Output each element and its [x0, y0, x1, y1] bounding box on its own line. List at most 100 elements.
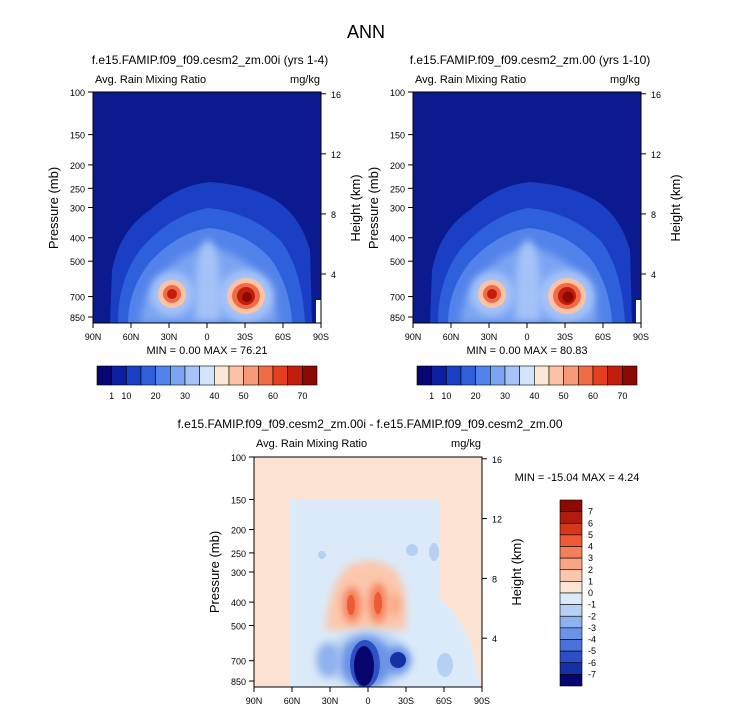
- panel-b-units: mg/kg: [610, 74, 640, 86]
- panel-b-colorbar-swatch: [564, 366, 579, 385]
- panel-b-ytick-label: 850: [390, 313, 405, 323]
- panel-a-rtick-label: 12: [331, 150, 341, 160]
- panel-b-colorbar-label: 50: [559, 391, 569, 401]
- panel-b-colorbar-swatch: [608, 366, 623, 385]
- panel-b-colorbar-swatch: [534, 366, 549, 385]
- panel-a-colorbar-swatch: [112, 366, 127, 385]
- panel-c: f.e15.FAMIP.f09_f09.cesm2_zm.00i - f.e15…: [177, 417, 639, 706]
- panel-a-stats: MIN = 0.00 MAX = 76.21: [146, 345, 267, 357]
- panel-c-title: f.e15.FAMIP.f09_f09.cesm2_zm.00i - f.e15…: [177, 417, 562, 431]
- panel-b-xtick-label: 90S: [633, 332, 649, 342]
- panel-a-colorbar-swatch: [170, 366, 185, 385]
- panel-c-colorbar-swatch: [560, 651, 582, 663]
- panel-b-ytick-label: 300: [390, 204, 405, 214]
- panel-a-colorbar: 1 10 20 30 40 50 60 70: [97, 366, 317, 401]
- panel-b-colorbar-swatch: [461, 366, 476, 385]
- panel-c-subtitle: Avg. Rain Mixing Ratio: [256, 438, 367, 450]
- panel-a-colorbar-swatch: [244, 366, 259, 385]
- panel-c-xtick-label: 90S: [474, 696, 490, 706]
- panel-b-ytick-label: 200: [390, 161, 405, 171]
- panel-c-colorbar-label: -7: [588, 669, 596, 679]
- panel-a-colorbar-swatch: [258, 366, 273, 385]
- panel-b-xtick-label: 30N: [481, 332, 498, 342]
- panel-b-colorbar-label: 20: [471, 391, 481, 401]
- panel-a-xtick-label: 30N: [161, 332, 178, 342]
- panel-c-field: [254, 457, 482, 690]
- panel-c-stats: MIN = -15.04 MAX = 4.24: [515, 472, 640, 484]
- panel-c-colorbar-swatch: [560, 628, 582, 640]
- panel-c-ytick-label: 200: [231, 526, 246, 536]
- panel-c-ytick-label: 250: [231, 549, 246, 559]
- panel-b-colorbar-label: 30: [500, 391, 510, 401]
- panel-a-title: f.e15.FAMIP.f09_f09.cesm2_zm.00i (yrs 1-…: [92, 53, 329, 67]
- panel-b-rtick-label: 16: [651, 90, 661, 100]
- panel-a-ylabel: Pressure (mb): [46, 167, 61, 249]
- panel-c-rtick-label: 12: [492, 515, 502, 525]
- panel-b-ytick-label: 700: [390, 293, 405, 303]
- panel-a-xtick-label: 0: [204, 332, 209, 342]
- panel-c-ylabel-right: Height (km): [509, 538, 524, 605]
- panel-c-colorbar-swatch: [560, 674, 582, 686]
- panel-b-rtick-label: 12: [651, 150, 661, 160]
- panel-c-ytick-label: 300: [231, 568, 246, 578]
- panel-b-colorbar: 1 10 20 30 40 50 60 70: [417, 366, 637, 401]
- figure-title: ANN: [347, 22, 385, 42]
- panel-b-subtitle: Avg. Rain Mixing Ratio: [415, 74, 526, 86]
- panel-a-ytick-label: 850: [70, 313, 85, 323]
- panel-b-colorbar-swatch: [417, 366, 432, 385]
- panel-a-colorbar-swatch: [126, 366, 141, 385]
- panel-b-title: f.e15.FAMIP.f09_f09.cesm2_zm.00 (yrs 1-1…: [410, 53, 651, 67]
- panel-a-rtick-label: 16: [331, 90, 341, 100]
- panel-b-ylabel: Pressure (mb): [366, 167, 381, 249]
- panel-b-colorbar-swatch: [549, 366, 564, 385]
- panel-c-colorbar-swatch: [560, 570, 582, 582]
- panel-a-field: [93, 92, 321, 323]
- panel-b-ytick-label: 250: [390, 184, 405, 194]
- panel-c-colorbar-label: 3: [588, 553, 593, 563]
- panel-a-ytick-label: 200: [70, 161, 85, 171]
- panel-c-colorbar-swatch: [560, 616, 582, 628]
- panel-c-colorbar-swatch: [560, 593, 582, 605]
- panel-c-colorbar-label: 1: [588, 576, 593, 586]
- panel-a-ytick-label: 700: [70, 293, 85, 303]
- panel-a-ytick-label: 400: [70, 234, 85, 244]
- panel-c-xtick-label: 60S: [436, 696, 452, 706]
- panel-c-ytick-label: 100: [231, 453, 246, 463]
- panel-b-colorbar-swatch: [520, 366, 535, 385]
- panel-c-units: mg/kg: [451, 438, 481, 450]
- panel-c-colorbar-swatch: [560, 512, 582, 524]
- panel-b-xtick-label: 30S: [557, 332, 573, 342]
- panel-c-ytick-label: 400: [231, 598, 246, 608]
- panel-a-xtick-label: 60S: [275, 332, 291, 342]
- panel-a-colorbar-swatch: [273, 366, 288, 385]
- panel-c-colorbar-swatch: [560, 500, 582, 512]
- panel-c-colorbar-label: -2: [588, 611, 596, 621]
- panel-b-colorbar-swatch: [622, 366, 637, 385]
- panel-a-ytick-label: 150: [70, 131, 85, 141]
- panel-a-colorbar-label: 60: [268, 391, 278, 401]
- panel-a-ytick-label: 250: [70, 184, 85, 194]
- panel-c-rtick-label: 4: [492, 634, 497, 644]
- panel-c-colorbar-swatch: [560, 535, 582, 547]
- panel-c-ytick-label: 850: [231, 677, 246, 687]
- panel-c-colorbar-label: 6: [588, 518, 593, 528]
- panel-c-colorbar-swatch: [560, 640, 582, 652]
- panel-c-colorbar-label: -6: [588, 658, 596, 668]
- panel-c-colorbar-swatch: [560, 605, 582, 617]
- panel-a-colorbar-swatch: [302, 366, 317, 385]
- panel-c-colorbar-swatch: [560, 581, 582, 593]
- panel-a-ytick-label: 100: [70, 88, 85, 98]
- panel-a-subtitle: Avg. Rain Mixing Ratio: [95, 74, 206, 86]
- panel-a-xtick-label: 30S: [237, 332, 253, 342]
- panel-c-xtick-label: 0: [365, 696, 370, 706]
- panel-b-colorbar-label: 10: [441, 391, 451, 401]
- panel-c-xtick-label: 60N: [284, 696, 301, 706]
- panel-a-rtick-label: 4: [331, 270, 336, 280]
- panel-c-ylabel: Pressure (mb): [207, 531, 222, 613]
- panel-b-ytick-label: 400: [390, 234, 405, 244]
- panel-c-xtick-label: 30N: [322, 696, 339, 706]
- panel-a-colorbar-label: 70: [297, 391, 307, 401]
- panel-a-colorbar-swatch: [185, 366, 200, 385]
- panel-b-xtick-label: 60S: [595, 332, 611, 342]
- panel-a-xtick-label: 90S: [313, 332, 329, 342]
